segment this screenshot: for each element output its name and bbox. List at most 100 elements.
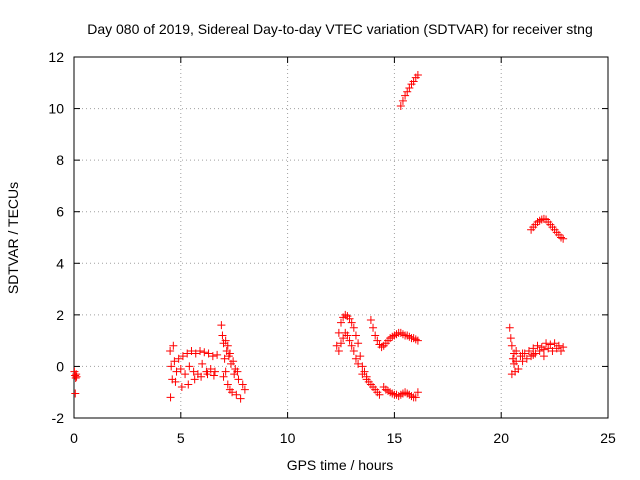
series-pass-14.5-16.1-lower xyxy=(379,383,422,402)
data-point xyxy=(405,332,414,341)
data-point xyxy=(177,383,186,392)
data-point xyxy=(337,318,345,327)
data-point xyxy=(383,386,392,395)
data-point xyxy=(166,393,175,402)
series-pass-21.4-22.9-high xyxy=(527,214,568,243)
plot-frame xyxy=(73,56,609,419)
data-point xyxy=(228,388,237,397)
data-point xyxy=(209,371,218,380)
data-point xyxy=(200,348,209,357)
data-point xyxy=(223,380,232,389)
data-point xyxy=(358,370,367,379)
data-point xyxy=(345,336,354,345)
data-point xyxy=(217,321,226,330)
data-point xyxy=(220,354,229,363)
x-tick-label: 15 xyxy=(387,430,403,446)
y-tick-label: -2 xyxy=(52,410,65,426)
data-point xyxy=(386,334,395,343)
data-series xyxy=(70,71,568,403)
data-point xyxy=(198,359,207,368)
data-point xyxy=(413,388,422,397)
data-point xyxy=(236,394,245,403)
data-point xyxy=(185,362,194,371)
data-point xyxy=(347,341,356,350)
data-point xyxy=(413,336,422,345)
data-point xyxy=(218,331,227,340)
data-point xyxy=(72,372,81,381)
data-point xyxy=(71,389,80,398)
data-point xyxy=(223,341,232,350)
data-point xyxy=(388,389,397,398)
data-point xyxy=(522,354,531,363)
data-point xyxy=(371,331,380,340)
data-point xyxy=(403,331,412,340)
data-point xyxy=(507,370,516,379)
data-point xyxy=(343,331,352,340)
data-point xyxy=(407,392,416,401)
data-point xyxy=(208,352,217,361)
data-point xyxy=(204,349,213,358)
data-point xyxy=(221,336,230,345)
data-point xyxy=(396,328,405,337)
data-point xyxy=(166,346,175,355)
data-point xyxy=(233,367,242,376)
data-point xyxy=(354,359,363,368)
data-point xyxy=(373,336,382,345)
data-point xyxy=(398,96,407,105)
data-point xyxy=(409,334,418,343)
x-axis-label: GPS time / hours xyxy=(287,457,394,473)
data-point xyxy=(369,323,378,332)
data-point xyxy=(206,365,215,374)
data-point xyxy=(533,218,542,227)
x-tick-label: 0 xyxy=(70,430,78,446)
data-point xyxy=(535,216,544,225)
x-tick-label: 20 xyxy=(493,430,509,446)
data-point xyxy=(221,367,230,376)
data-point xyxy=(396,101,405,110)
data-point xyxy=(167,362,176,371)
data-point xyxy=(557,346,566,355)
data-point xyxy=(203,370,212,379)
data-point xyxy=(533,341,542,350)
data-point xyxy=(354,339,363,348)
x-tick-label: 5 xyxy=(177,430,185,446)
data-point xyxy=(358,362,367,371)
data-point xyxy=(405,390,414,399)
data-point xyxy=(366,316,375,325)
data-point xyxy=(512,346,521,355)
data-point xyxy=(219,372,228,381)
data-point xyxy=(554,341,563,350)
data-point xyxy=(403,389,412,398)
data-point xyxy=(196,346,205,355)
data-point xyxy=(405,83,414,92)
data-point xyxy=(531,349,540,358)
data-point xyxy=(542,339,551,348)
data-point xyxy=(403,87,412,96)
data-point xyxy=(518,357,527,366)
data-point xyxy=(507,341,516,350)
data-point xyxy=(213,350,222,359)
series-pass-4.5-7 xyxy=(166,341,222,402)
y-tick-label: 8 xyxy=(56,152,64,168)
data-point xyxy=(171,377,180,386)
data-point xyxy=(539,214,548,223)
data-point xyxy=(351,354,360,363)
data-point xyxy=(401,91,410,100)
data-point xyxy=(337,339,345,348)
data-point xyxy=(386,388,395,397)
data-point xyxy=(190,375,199,384)
data-point xyxy=(413,71,422,80)
data-point xyxy=(178,352,187,361)
data-point xyxy=(524,346,533,355)
data-point xyxy=(225,349,234,358)
series-pass-12.3-14.5 xyxy=(332,310,384,399)
data-point xyxy=(349,346,358,355)
chart-title: Day 080 of 2019, Sidereal Day-to-day VTE… xyxy=(87,21,593,37)
data-point xyxy=(529,350,538,359)
data-point xyxy=(349,323,358,332)
data-point xyxy=(544,344,553,353)
data-point xyxy=(505,323,514,332)
data-point xyxy=(229,357,238,366)
data-point xyxy=(181,370,190,379)
data-point xyxy=(197,372,206,381)
